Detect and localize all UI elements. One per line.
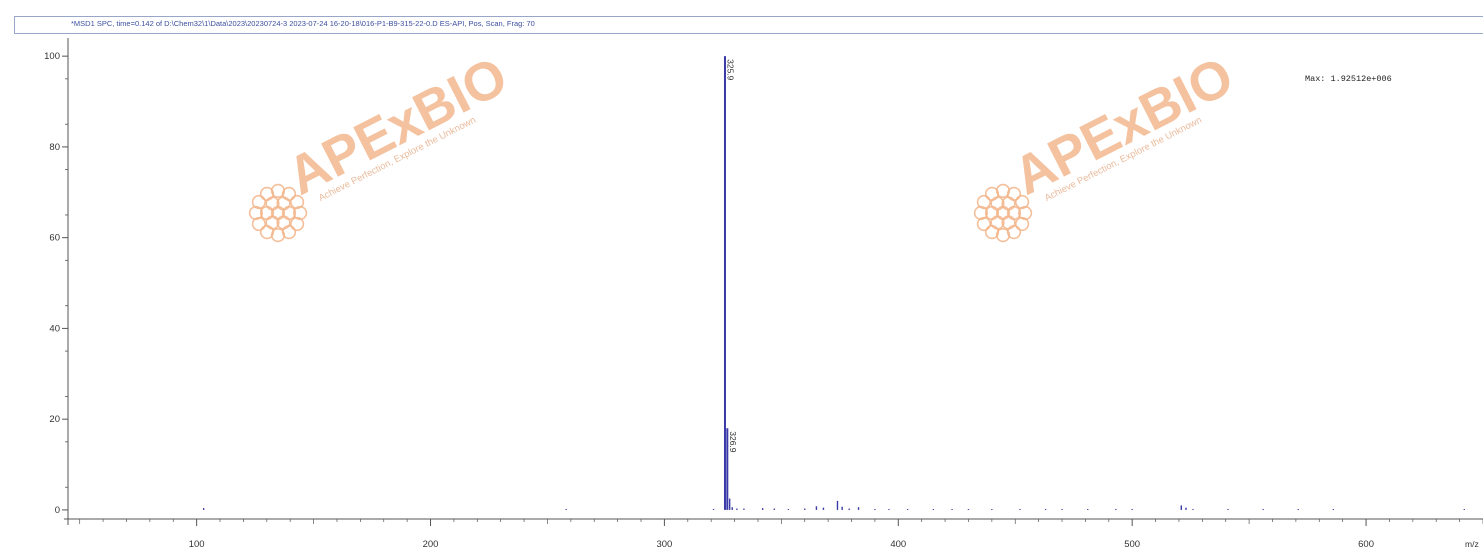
- x-tick-label: 600: [1358, 539, 1374, 550]
- x-axis-label: m/z: [1465, 539, 1479, 549]
- watermark-logo-cell: [290, 216, 305, 232]
- watermark-logo-cell: [976, 194, 991, 210]
- watermark-logo-cell: [259, 225, 275, 240]
- x-tick-label: 500: [1124, 539, 1140, 550]
- y-tick-label: 80: [49, 142, 60, 153]
- max-intensity-annotation: Max: 1.92512e+006: [1305, 74, 1392, 84]
- watermark-logo-cell: [281, 186, 297, 201]
- watermark-brand: APExBIO: [278, 46, 516, 207]
- watermark-logo-cell: [1015, 216, 1030, 232]
- y-tick-label: 100: [44, 51, 60, 62]
- spectrum-peaks: [202, 56, 1465, 510]
- peak-label: 325.9: [725, 59, 735, 81]
- y-tick-label: 20: [49, 414, 60, 425]
- y-tick-label: 40: [49, 323, 60, 334]
- watermark-logo-icon: [973, 183, 1033, 243]
- axes: 0 20 40 60 80 100 100 200 300 400 500 600 m/z: [44, 38, 1483, 550]
- watermark-logo-cell: [984, 225, 1000, 240]
- x-tick-label: 200: [423, 539, 439, 550]
- y-tick-label: 60: [49, 233, 60, 244]
- spectrum-title: *MSD1 SPC, time=0.142 of D:\Chem32\1\Dat…: [71, 19, 535, 28]
- x-tick-label: 300: [656, 539, 672, 550]
- peak-label: 326.9: [728, 431, 738, 453]
- watermark-logo-cell: [1015, 194, 1030, 210]
- watermark-logo-cell: [1006, 186, 1022, 201]
- peak-labels: 325.9 326.9: [725, 59, 737, 453]
- watermark-logo-cell: [290, 194, 305, 210]
- y-tick-label: 0: [55, 505, 60, 516]
- watermark-brand: APExBIO: [1004, 46, 1242, 207]
- watermark-logo-cell: [251, 194, 266, 210]
- watermark-logo-icon: [248, 183, 308, 243]
- x-tick-label: 400: [890, 539, 906, 550]
- x-tick-label: 100: [189, 539, 205, 550]
- header-bar: *MSD1 SPC, time=0.142 of D:\Chem32\1\Dat…: [14, 16, 1483, 34]
